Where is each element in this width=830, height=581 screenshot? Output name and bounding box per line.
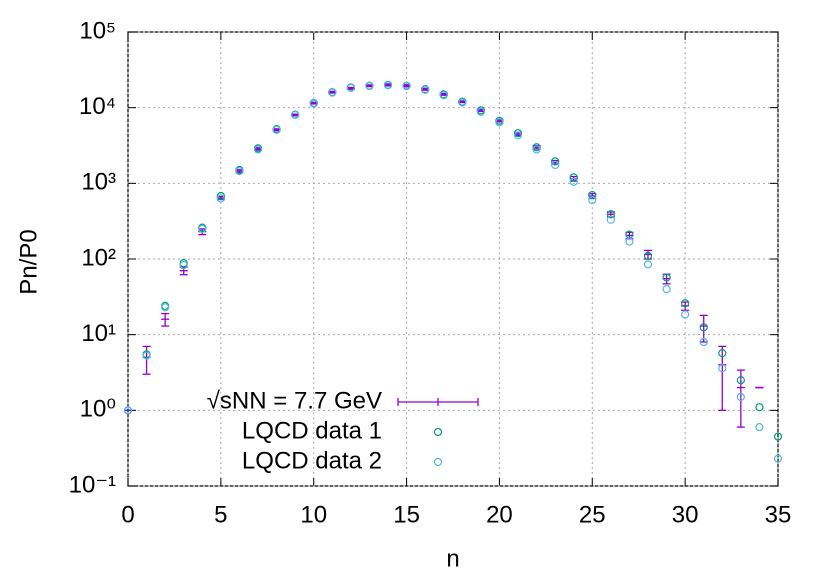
point [736, 392, 745, 402]
point [662, 285, 671, 294]
legend-label: LQCD data 1 [242, 417, 382, 444]
point [681, 299, 690, 308]
x-tick-label: 0 [121, 501, 134, 528]
x-tick-label: 10 [300, 501, 327, 528]
point [179, 261, 188, 270]
point [198, 224, 207, 233]
y-tick-label: 10⁻¹ [69, 471, 116, 498]
point [253, 145, 263, 154]
x-tick-label: 15 [393, 501, 420, 528]
y-tick-label: 10⁵ [79, 17, 116, 44]
point [643, 260, 653, 269]
point [161, 303, 170, 312]
point [699, 323, 708, 332]
y-tick-label: 10¹ [81, 320, 116, 347]
legend-label: LQCD data 2 [242, 447, 382, 474]
y-tick-label: 10⁴ [79, 93, 116, 120]
y-tick-label: 10² [81, 244, 116, 271]
point [383, 81, 393, 90]
point [216, 194, 225, 203]
legend-swatch [433, 457, 443, 467]
x-tick-label: 20 [486, 501, 513, 528]
point [476, 107, 485, 116]
point [606, 215, 615, 224]
point [328, 88, 337, 97]
point [588, 190, 597, 200]
point [662, 273, 671, 282]
point [736, 376, 745, 385]
point [123, 406, 133, 415]
legend-swatch [433, 427, 443, 437]
point [755, 403, 764, 412]
point [773, 432, 783, 441]
x-tick-label: 30 [672, 501, 699, 528]
point [569, 173, 578, 182]
y-tick-label: 10⁰ [80, 396, 116, 423]
point [606, 210, 615, 219]
point [569, 177, 578, 186]
point [309, 99, 318, 108]
point [402, 81, 411, 91]
point [421, 85, 430, 94]
point [513, 131, 523, 140]
point [551, 160, 560, 170]
point [216, 191, 225, 201]
x-axis-label: n [446, 545, 459, 572]
point [625, 237, 634, 246]
point [755, 423, 764, 432]
point [513, 129, 523, 138]
point [551, 157, 560, 166]
point [346, 83, 355, 92]
point [495, 118, 504, 127]
point [643, 251, 653, 260]
point [532, 145, 541, 154]
point [699, 337, 708, 347]
point [532, 143, 541, 152]
point [272, 125, 281, 134]
point [458, 98, 467, 107]
x-tick-label: 35 [765, 501, 792, 528]
y-tick-label: 10³ [81, 169, 116, 196]
point [235, 167, 244, 176]
point [291, 110, 300, 120]
point [142, 351, 151, 360]
y-axis-label: Pn/P0 [15, 229, 42, 294]
point [718, 364, 727, 373]
point [365, 81, 374, 91]
point [773, 454, 783, 463]
point [718, 349, 727, 358]
point [681, 310, 690, 319]
x-tick-label: 25 [579, 501, 606, 528]
point [439, 91, 448, 100]
point [588, 196, 597, 205]
legend-label: √sNN = 7.7 GeV [207, 387, 382, 414]
x-tick-label: 5 [214, 501, 227, 528]
